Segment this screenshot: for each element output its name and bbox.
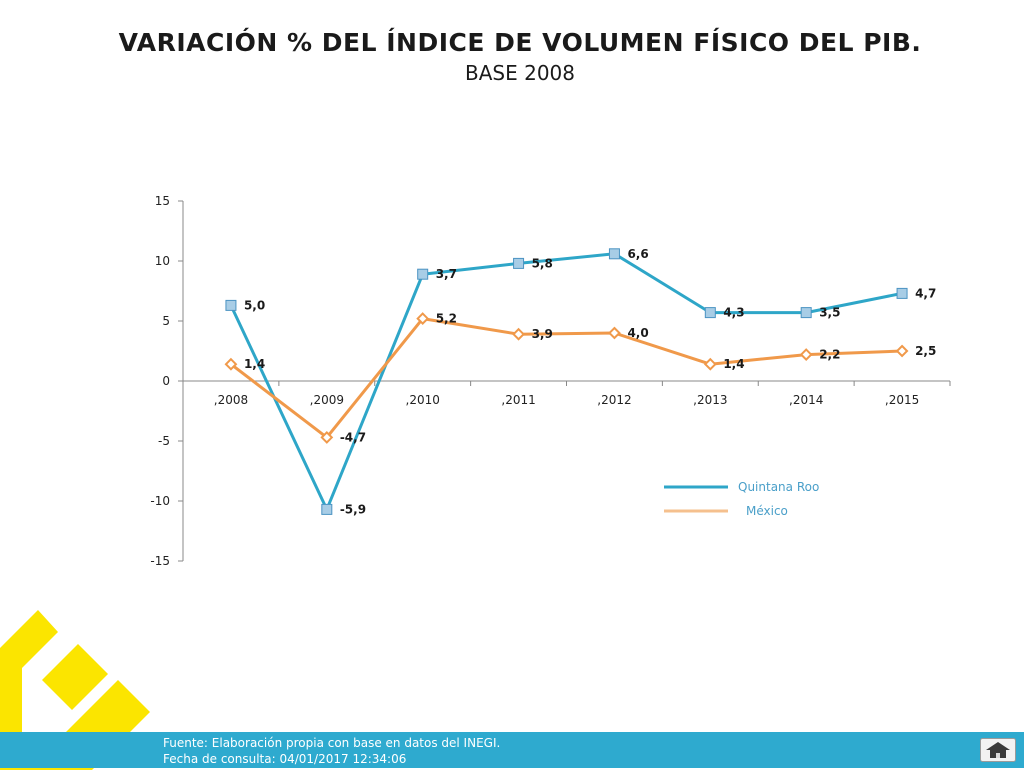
data-label: -4,7 (340, 430, 366, 444)
y-tick-label: 0 (162, 374, 170, 388)
x-tick-label: ,2011 (501, 393, 535, 407)
series-line-quintana-roo (229, 252, 903, 511)
data-label: 5,0 (244, 298, 265, 312)
data-point (224, 357, 238, 371)
data-point (513, 257, 525, 269)
data-point (417, 268, 429, 280)
data-label: 5,2 (436, 312, 457, 326)
data-point (608, 248, 620, 260)
x-tick-label: ,2014 (789, 393, 823, 407)
legend-label: México (746, 504, 788, 518)
data-label: 4,7 (915, 286, 936, 300)
chart-legend: Quintana Roo México (664, 480, 819, 518)
footer-date: Fecha de consulta: 04/01/2017 12:34:06 (163, 752, 407, 766)
x-tick-label: ,2012 (597, 393, 631, 407)
chart-axes: 15 10 5 0 -5 -10 -15 ,2008 ,2009 ,2010 ,2011 ,2012,… (150, 194, 951, 568)
data-label: 2,5 (915, 344, 936, 358)
x-tick-label: ,2008 (214, 393, 248, 407)
y-tick-label: 5 (162, 314, 170, 328)
data-label: 3,5 (819, 306, 840, 320)
logo-icon (0, 610, 150, 770)
page-subtitle: BASE 2008 (465, 61, 575, 85)
data-label: 4,3 (723, 306, 744, 320)
data-point (896, 287, 908, 299)
x-tick-label: ,2009 (310, 393, 344, 407)
data-label: 3,9 (532, 327, 553, 341)
data-point (321, 503, 333, 515)
y-tick-label: -5 (158, 434, 170, 448)
data-label: 1,4 (723, 357, 744, 371)
data-point (512, 327, 525, 341)
y-tick-label: 15 (155, 194, 170, 208)
footer-source: Fuente: Elaboración propia con base en d… (163, 736, 501, 750)
data-label: -5,9 (340, 502, 366, 516)
data-label: 2,2 (819, 348, 840, 362)
home-icon[interactable] (980, 738, 1016, 762)
data-label: 1,4 (244, 357, 265, 371)
data-point (416, 312, 430, 326)
data-point (895, 344, 909, 358)
footer-bar (0, 732, 1024, 768)
series-line-mexico (230, 317, 903, 439)
x-tick-label: ,2015 (885, 393, 919, 407)
page-title: VARIACIÓN % DEL ÍNDICE DE VOLUMEN FÍSICO… (118, 28, 922, 57)
data-label: 5,8 (532, 256, 553, 270)
data-label: 3,7 (436, 267, 457, 281)
chart-series: 5,0 -5,9 3,7 5,8 6,6 4,3 3,5 4,7 1,4 -4,7 5,2 3,9 4,… (224, 247, 936, 516)
y-tick-label: -10 (150, 494, 170, 508)
y-tick-label: -15 (150, 554, 170, 568)
y-tick-label: 10 (155, 254, 170, 268)
data-point (800, 307, 812, 319)
legend-label: Quintana Roo (738, 480, 819, 494)
data-point (703, 357, 717, 371)
data-point (704, 307, 716, 319)
line-chart: 15 10 5 0 -5 -10 -15 ,2008 ,2009 ,2010 ,2011 ,2012,… (150, 194, 951, 568)
data-label: 4,0 (627, 326, 648, 340)
x-tick-label: ,2010 (406, 393, 440, 407)
data-point (320, 430, 334, 444)
data-point (799, 348, 813, 362)
data-point (608, 326, 621, 340)
x-tick-label: ,2013 (693, 393, 727, 407)
data-point (225, 299, 237, 311)
data-label: 6,6 (627, 247, 648, 261)
